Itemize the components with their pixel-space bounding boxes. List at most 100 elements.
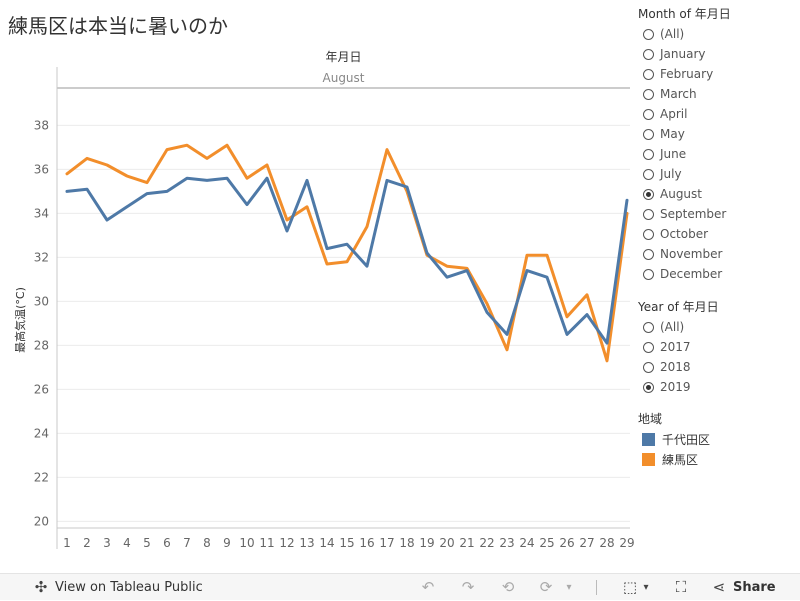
- x-tick-label: 25: [539, 536, 554, 550]
- x-tick-label: 3: [103, 536, 111, 550]
- download-icon[interactable]: ⬚: [622, 578, 638, 596]
- month-option-5[interactable]: May: [638, 124, 800, 144]
- dashboard-title: 練馬区は本当に暑いのか: [8, 14, 228, 38]
- month-option-4[interactable]: April: [638, 104, 800, 124]
- radio-button[interactable]: [643, 381, 654, 393]
- radio-button[interactable]: [643, 321, 654, 333]
- y-axis-title: 最高気温(°C): [13, 287, 27, 353]
- radio-button[interactable]: [643, 148, 654, 160]
- month-option-label: March: [660, 87, 697, 101]
- year-option-label: 2019: [660, 380, 691, 394]
- fullscreen-icon[interactable]: ⛶: [675, 578, 687, 596]
- y-tick-label: 34: [34, 206, 49, 220]
- refresh-icon[interactable]: ⟳: [539, 578, 553, 596]
- x-tick-label: 22: [479, 536, 494, 550]
- month-option-label: December: [660, 267, 723, 281]
- x-tick-label: 17: [379, 536, 394, 550]
- month-option-label: November: [660, 247, 723, 261]
- refresh-dropdown-icon[interactable]: ▾: [566, 582, 572, 593]
- download-dropdown-icon[interactable]: ▾: [643, 582, 649, 593]
- view-on-tableau-public-link[interactable]: View on Tableau Public: [55, 580, 203, 595]
- legend-item[interactable]: 千代田区: [638, 429, 800, 449]
- tableau-toolbar: ✣ View on Tableau Public ↶ ↷ ⟲ ⟳ ▾ ⬚ ▾ ⛶…: [0, 573, 800, 600]
- year-option-2[interactable]: 2018: [638, 357, 800, 377]
- x-tick-label: 13: [299, 536, 314, 550]
- radio-button[interactable]: [643, 248, 654, 260]
- month-option-6[interactable]: June: [638, 144, 800, 164]
- year-option-1[interactable]: 2017: [638, 337, 800, 357]
- x-tick-label: 10: [239, 536, 254, 550]
- x-tick-label: 2: [83, 536, 91, 550]
- month-option-0[interactable]: (All): [638, 24, 800, 44]
- month-option-label: May: [660, 127, 685, 141]
- series-line-chiyoda: [65, 176, 629, 345]
- radio-button[interactable]: [643, 108, 654, 120]
- toolbar-divider: [596, 580, 597, 595]
- x-tick-label: 26: [559, 536, 574, 550]
- month-option-label: January: [660, 47, 706, 61]
- x-tick-label: 8: [203, 536, 211, 550]
- radio-button[interactable]: [643, 361, 654, 373]
- y-tick-label: 38: [34, 118, 49, 132]
- month-option-7[interactable]: July: [638, 164, 800, 184]
- x-tick-label: 28: [599, 536, 614, 550]
- x-tick-label: 19: [419, 536, 434, 550]
- month-option-1[interactable]: January: [638, 44, 800, 64]
- y-tick-label: 36: [34, 162, 49, 176]
- month-option-label: (All): [660, 27, 685, 41]
- x-tick-label: 18: [399, 536, 414, 550]
- radio-button[interactable]: [643, 128, 654, 140]
- year-option-label: 2018: [660, 360, 691, 374]
- year-option-label: (All): [660, 320, 685, 334]
- month-option-11[interactable]: November: [638, 244, 800, 264]
- radio-button[interactable]: [643, 88, 654, 100]
- share-button[interactable]: Share: [733, 580, 776, 595]
- undo-icon[interactable]: ↶: [421, 578, 435, 596]
- x-tick-label: 29: [619, 536, 634, 550]
- month-option-9[interactable]: September: [638, 204, 800, 224]
- month-option-8[interactable]: August: [638, 184, 800, 204]
- year-option-3[interactable]: 2019: [638, 377, 800, 397]
- x-tick-label: 24: [519, 536, 534, 550]
- legend-swatch: [642, 452, 655, 466]
- year-filter-header: Year of 年月日: [638, 300, 719, 314]
- year-filter-options: (All) 2017 2018 2019: [638, 317, 800, 397]
- share-icon[interactable]: ⋖: [712, 578, 726, 596]
- radio-button[interactable]: [643, 341, 654, 353]
- month-option-12[interactable]: December: [638, 264, 800, 284]
- radio-selected-dot: [646, 191, 651, 197]
- legend-swatch: [642, 432, 655, 446]
- redo-icon[interactable]: ↷: [461, 578, 475, 596]
- month-option-label: April: [660, 107, 688, 121]
- month-option-10[interactable]: October: [638, 224, 800, 244]
- month-option-2[interactable]: February: [638, 64, 800, 84]
- y-tick-label: 32: [34, 250, 49, 264]
- color-legend: 地域 千代田区練馬区: [638, 409, 800, 469]
- radio-button[interactable]: [643, 168, 654, 180]
- revert-icon[interactable]: ⟲: [501, 578, 515, 596]
- radio-button[interactable]: [643, 208, 654, 220]
- x-tick-label: 5: [143, 536, 151, 550]
- y-tick-label: 28: [34, 338, 49, 352]
- radio-button[interactable]: [643, 228, 654, 240]
- legend-item[interactable]: 練馬区: [638, 449, 800, 469]
- legend-items: 千代田区練馬区: [638, 429, 800, 469]
- legend-label: 練馬区: [662, 452, 699, 467]
- radio-button[interactable]: [643, 68, 654, 80]
- column-header-value: August: [323, 71, 365, 85]
- tableau-logo-icon: ✣: [34, 578, 48, 596]
- x-tick-label: 20: [439, 536, 454, 550]
- year-option-0[interactable]: (All): [638, 317, 800, 337]
- legend-header: 地域: [638, 412, 663, 426]
- radio-button[interactable]: [643, 188, 654, 200]
- month-option-label: October: [660, 227, 709, 241]
- y-tick-label: 22: [34, 470, 49, 484]
- month-filter-options: (All) January February March April May June Jul…: [638, 24, 800, 284]
- radio-button[interactable]: [643, 48, 654, 60]
- month-option-3[interactable]: March: [638, 84, 800, 104]
- x-tick-label: 27: [579, 536, 594, 550]
- radio-button[interactable]: [643, 268, 654, 280]
- x-tick-label: 14: [319, 536, 334, 550]
- radio-button[interactable]: [643, 28, 654, 40]
